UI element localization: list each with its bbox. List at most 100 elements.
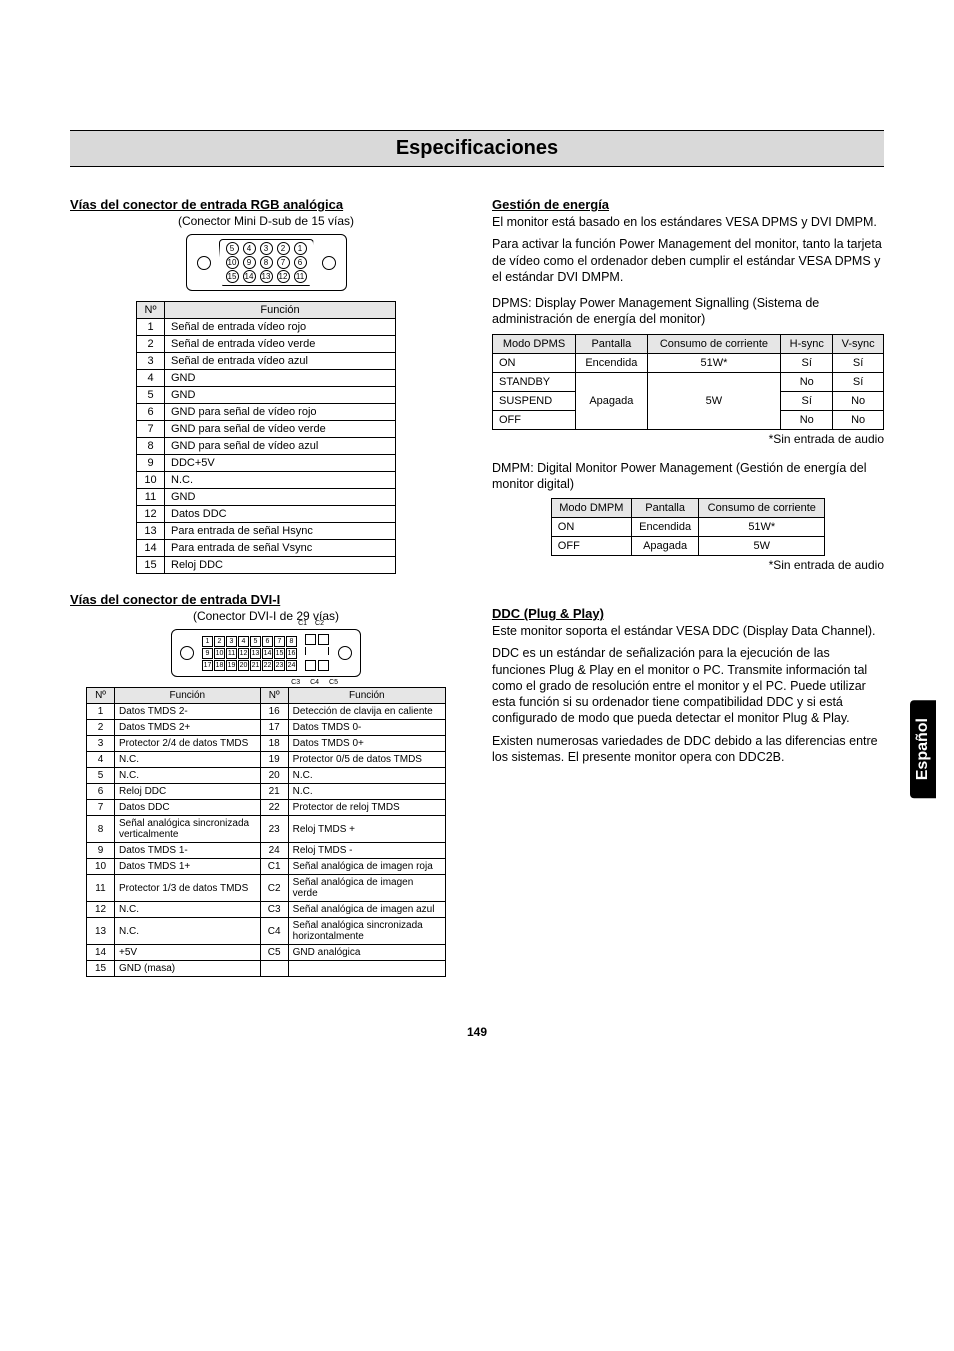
cell: Protector 1/3 de datos TMDS bbox=[115, 875, 261, 902]
table-row: 6GND para señal de vídeo rojo bbox=[137, 404, 396, 421]
cell: N.C. bbox=[115, 918, 261, 945]
col-header: Nº bbox=[87, 688, 115, 704]
cell: 11 bbox=[87, 875, 115, 902]
table-row: 10Datos TMDS 1+C1Señal analógica de imag… bbox=[87, 859, 446, 875]
cell: Señal de entrada vídeo verde bbox=[165, 336, 396, 353]
screw-hole-icon bbox=[322, 256, 336, 270]
cell: N.C. bbox=[115, 768, 261, 784]
cell: ON bbox=[551, 518, 631, 537]
pin-label: 13 bbox=[260, 270, 273, 283]
cell: Protector 0/5 de datos TMDS bbox=[288, 752, 445, 768]
table-row: 6Reloj DDC21N.C. bbox=[87, 784, 446, 800]
table-row: 13N.C.C4Señal analógica sincronizada hor… bbox=[87, 918, 446, 945]
cell: Datos TMDS 0- bbox=[288, 720, 445, 736]
cell bbox=[260, 961, 288, 977]
cell: Señal analógica de imagen verde bbox=[288, 875, 445, 902]
cell: 3 bbox=[137, 353, 165, 370]
pin-label: 24 bbox=[286, 660, 297, 671]
cell: DDC+5V bbox=[165, 455, 396, 472]
pin-label: 20 bbox=[238, 660, 249, 671]
cell: Sí bbox=[833, 372, 884, 391]
pin-label: 22 bbox=[262, 660, 273, 671]
page-number: 149 bbox=[70, 1025, 884, 1039]
cell: 1 bbox=[137, 319, 165, 336]
pin-label: C3 bbox=[291, 679, 300, 686]
pin-label: 13 bbox=[250, 648, 261, 659]
table-row: 7GND para señal de vídeo verde bbox=[137, 421, 396, 438]
cell: 5W bbox=[647, 372, 781, 429]
cell: C5 bbox=[260, 945, 288, 961]
cell: Datos TMDS 0+ bbox=[288, 736, 445, 752]
pin-label: 11 bbox=[294, 270, 307, 283]
table-row: 2Datos TMDS 2+17Datos TMDS 0- bbox=[87, 720, 446, 736]
two-column-layout: Vías del conector de entrada RGB analógi… bbox=[70, 197, 884, 995]
cell: Señal de entrada vídeo azul bbox=[165, 353, 396, 370]
cell: Reloj TMDS - bbox=[288, 843, 445, 859]
table-row: 15GND (masa) bbox=[87, 961, 446, 977]
cell: N.C. bbox=[115, 752, 261, 768]
cell: Reloj TMDS + bbox=[288, 816, 445, 843]
table-row: 11Protector 1/3 de datos TMDSC2Señal ana… bbox=[87, 875, 446, 902]
cell: 16 bbox=[260, 704, 288, 720]
col-header: Consumo de corriente bbox=[647, 334, 781, 353]
pin-label: 14 bbox=[262, 648, 273, 659]
dsub-connector-diagram: 54321 109876 1514131211 bbox=[70, 234, 462, 291]
pin-label: 7 bbox=[277, 256, 290, 269]
col-header: Nº bbox=[137, 302, 165, 319]
pin-label: 3 bbox=[260, 242, 273, 255]
table-row: 1Señal de entrada vídeo rojo bbox=[137, 319, 396, 336]
screw-hole-icon bbox=[197, 256, 211, 270]
cell: 14 bbox=[87, 945, 115, 961]
cell: GND para señal de vídeo rojo bbox=[165, 404, 396, 421]
screw-hole-icon bbox=[180, 646, 194, 660]
cell: No bbox=[833, 410, 884, 429]
table-row: 12N.C.C3Señal analógica de imagen azul bbox=[87, 902, 446, 918]
cell: 11 bbox=[137, 489, 165, 506]
pin-label: 21 bbox=[250, 660, 261, 671]
body-text: El monitor está basado en los estándares… bbox=[492, 214, 884, 230]
pin-label: 15 bbox=[226, 270, 239, 283]
table-row: 9DDC+5V bbox=[137, 455, 396, 472]
col-header: Función bbox=[115, 688, 261, 704]
dvi-sub: (Conector DVI-I de 29 vías) bbox=[70, 609, 462, 623]
cell: N.C. bbox=[288, 768, 445, 784]
pin-label: 4 bbox=[243, 242, 256, 255]
table-row: 4GND bbox=[137, 370, 396, 387]
body-text: DPMS: Display Power Management Signallin… bbox=[492, 295, 884, 328]
col-header: Función bbox=[288, 688, 445, 704]
col-header: H-sync bbox=[781, 334, 833, 353]
cell: N.C. bbox=[165, 472, 396, 489]
cell: Para entrada de señal Hsync bbox=[165, 523, 396, 540]
cell: Protector 2/4 de datos TMDS bbox=[115, 736, 261, 752]
cell: 10 bbox=[87, 859, 115, 875]
cell: 8 bbox=[137, 438, 165, 455]
table-row: 8Señal analógica sincronizada verticalme… bbox=[87, 816, 446, 843]
cell: C2 bbox=[260, 875, 288, 902]
pin-label: 6 bbox=[262, 636, 273, 647]
pin-label: 5 bbox=[226, 242, 239, 255]
pin-label: 4 bbox=[238, 636, 249, 647]
cell: 21 bbox=[260, 784, 288, 800]
table-row: 11GND bbox=[137, 489, 396, 506]
cell: GND para señal de vídeo azul bbox=[165, 438, 396, 455]
cell: 3 bbox=[87, 736, 115, 752]
cell: 9 bbox=[137, 455, 165, 472]
cell: Datos DDC bbox=[115, 800, 261, 816]
cell: 13 bbox=[87, 918, 115, 945]
pin-label: 2 bbox=[214, 636, 225, 647]
title-bar: Especificaciones bbox=[70, 130, 884, 167]
table-row: 8GND para señal de vídeo azul bbox=[137, 438, 396, 455]
cell: 5 bbox=[137, 387, 165, 404]
cell: Apagada bbox=[576, 372, 648, 429]
table-row: 14Para entrada de señal Vsync bbox=[137, 540, 396, 557]
table-row: 1Datos TMDS 2-16Detección de clavija en … bbox=[87, 704, 446, 720]
body-text: DDC es un estándar de señalización para … bbox=[492, 645, 884, 726]
dvi-bottom-labels: C3 C4 C5 bbox=[291, 679, 338, 686]
pin-label: 12 bbox=[238, 648, 249, 659]
table-row: 4N.C.19Protector 0/5 de datos TMDS bbox=[87, 752, 446, 768]
table-row: 15Reloj DDC bbox=[137, 557, 396, 574]
dvi-analog-block bbox=[305, 634, 330, 672]
pin-label: 9 bbox=[243, 256, 256, 269]
pin-label: 18 bbox=[214, 660, 225, 671]
page: Especificaciones Vías del conector de en… bbox=[0, 0, 954, 1079]
